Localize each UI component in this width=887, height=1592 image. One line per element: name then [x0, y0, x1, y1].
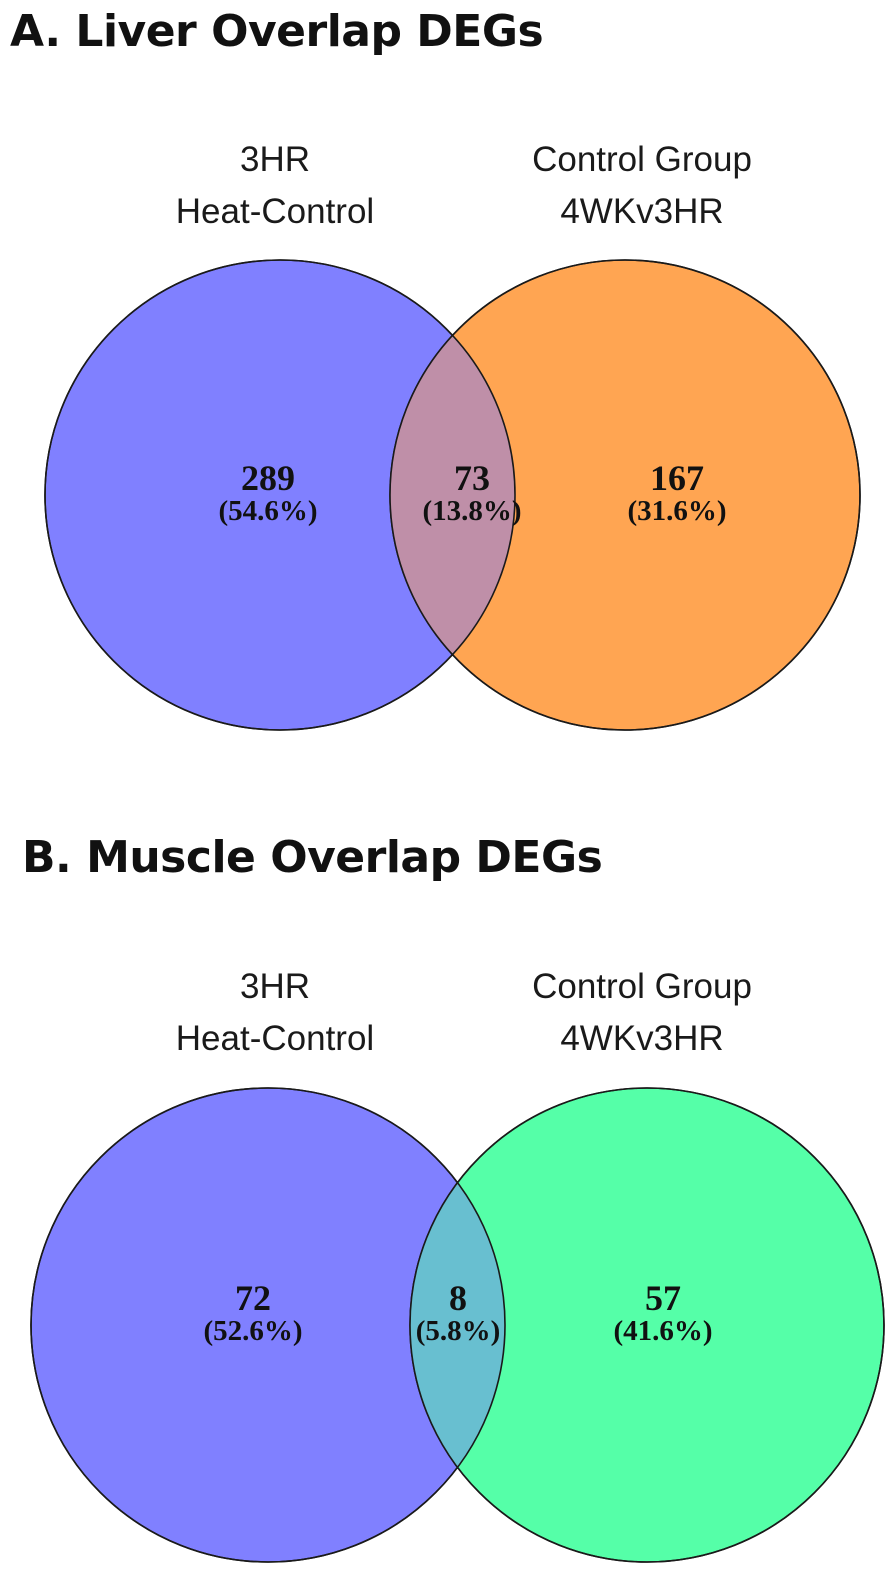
panel-a-venn-diagram: 289 (54.6%) 73 (13.8%) 167 (31.6%)	[44, 259, 861, 731]
panel-a-left-only-count: 289	[241, 458, 295, 498]
panel-a-overlap-count: 73	[454, 458, 490, 498]
panel-b-venn-diagram: 72 (52.6%) 8 (5.8%) 57 (41.6%)	[30, 1087, 885, 1563]
panel-a-left-set-line1: 3HR	[239, 140, 311, 179]
panel-a-left-only-percent: (54.6%)	[218, 495, 317, 527]
panel-a-right-set-line2: 4WKv3HR	[560, 192, 724, 231]
panel-a-right-only-count: 167	[650, 458, 704, 498]
panel-b-right-only-count: 57	[645, 1278, 681, 1318]
panel-b-title: B. Muscle Overlap DEGs	[22, 832, 603, 883]
panel-a-right-set-line1: Control Group	[532, 140, 752, 179]
panel-a-right-set-label: Control Group 4WKv3HR	[472, 134, 812, 238]
panel-a-left-set-line2: Heat-Control	[175, 192, 375, 231]
panel-b-left-set-line1: 3HR	[239, 967, 311, 1006]
panel-b-left-set-line2: Heat-Control	[175, 1019, 375, 1058]
panel-b-overlap-percent: (5.8%)	[416, 1315, 501, 1347]
panel-b-right-only-percent: (41.6%)	[613, 1315, 712, 1347]
panel-a-title: A. Liver Overlap DEGs	[10, 6, 544, 57]
panel-b-left-only-percent: (52.6%)	[203, 1315, 302, 1347]
panel-b-overlap-count: 8	[449, 1278, 467, 1318]
panel-a-overlap-percent: (13.8%)	[422, 495, 521, 527]
panel-a-right-only-percent: (31.6%)	[627, 495, 726, 527]
panel-b-right-set-line1: Control Group	[532, 967, 752, 1006]
panel-b-left-set-label: 3HR Heat-Control	[105, 961, 445, 1065]
panel-b-right-set-line2: 4WKv3HR	[560, 1019, 724, 1058]
panel-a-left-set-label: 3HR Heat-Control	[105, 134, 445, 238]
panel-b-right-set-label: Control Group 4WKv3HR	[472, 961, 812, 1065]
panel-b-left-only-count: 72	[235, 1278, 271, 1318]
